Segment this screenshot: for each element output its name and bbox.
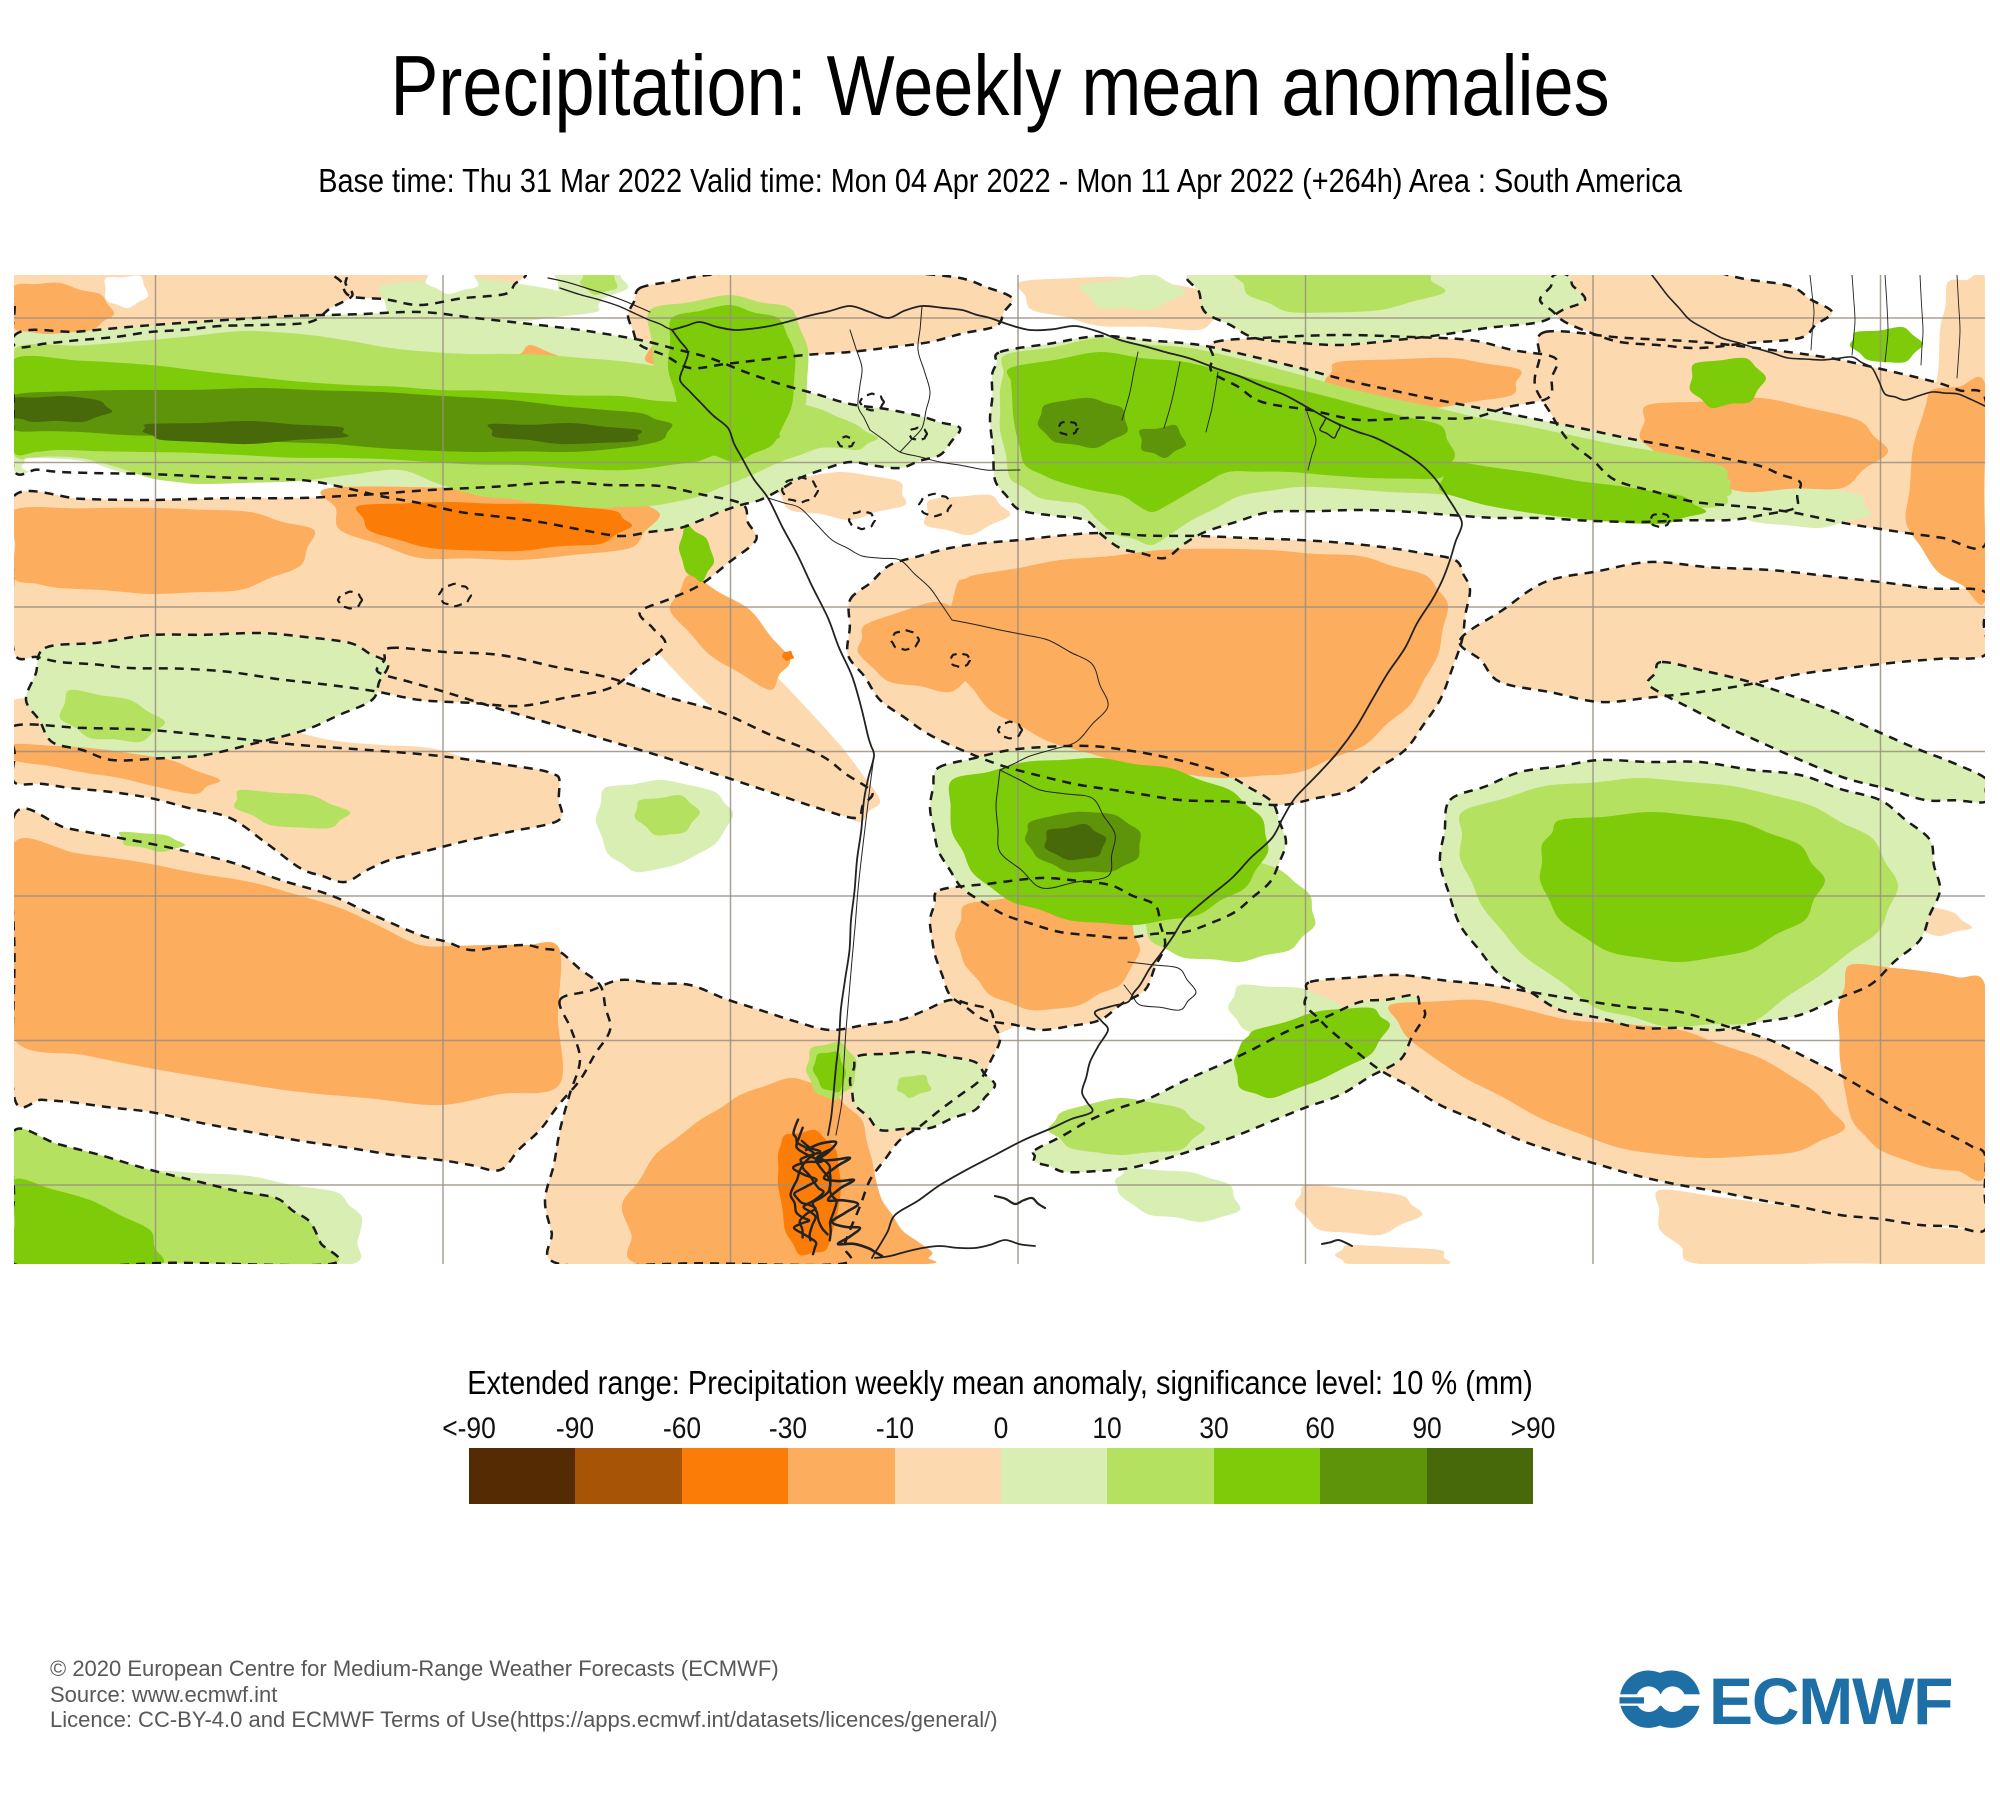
svg-text:ECMWF: ECMWF	[1709, 1664, 1952, 1738]
